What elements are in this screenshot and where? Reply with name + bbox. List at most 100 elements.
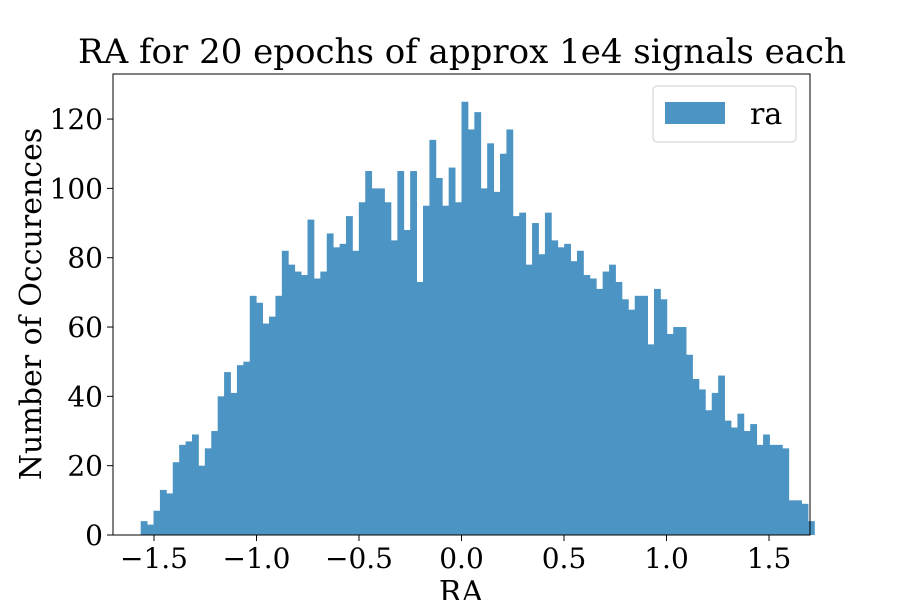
histogram-bar <box>532 223 539 536</box>
histogram-bar <box>487 143 494 535</box>
histogram-bar <box>596 288 604 535</box>
y-tick-label: 80 <box>67 242 103 275</box>
histogram-bar <box>763 434 770 535</box>
y-tick-label: 60 <box>67 311 103 344</box>
histogram-bar <box>583 275 591 535</box>
histogram-bar <box>788 500 796 535</box>
y-tick-label: 100 <box>50 172 103 205</box>
histogram-bar <box>724 420 732 535</box>
histogram-bar <box>301 275 308 535</box>
histogram-bar <box>172 462 180 535</box>
histogram-bar <box>339 243 347 535</box>
histogram-bar <box>589 278 597 535</box>
histogram-bar <box>647 344 655 535</box>
histogram-bar <box>666 333 674 535</box>
histogram-bar <box>641 295 648 535</box>
histogram-bar <box>634 295 642 535</box>
histogram-bar <box>204 448 212 535</box>
histogram-bar <box>750 424 758 535</box>
histogram-bar <box>474 112 482 535</box>
legend-label: ra <box>750 97 782 132</box>
histogram-bar <box>378 188 385 535</box>
histogram-bar <box>564 243 571 535</box>
histogram-bar <box>397 171 405 536</box>
histogram-bar <box>737 413 745 535</box>
histogram-bar <box>660 299 668 535</box>
histogram-bar <box>140 521 148 535</box>
histogram-bar <box>275 295 283 535</box>
histogram-bar <box>365 171 373 536</box>
histogram-bar <box>236 365 244 535</box>
histogram-bar <box>698 389 706 535</box>
histogram-bar <box>179 444 186 535</box>
histogram-bars <box>140 101 815 536</box>
y-axis-label: Number of Occurences <box>14 128 49 480</box>
chart-title: RA for 20 epochs of approx 1e4 signals e… <box>78 32 846 72</box>
legend-swatch <box>665 102 725 124</box>
histogram-bar <box>775 444 783 535</box>
histogram-bar <box>159 489 167 535</box>
histogram-bar <box>147 524 154 535</box>
histogram-bar <box>455 202 462 535</box>
histogram-bar <box>602 271 610 535</box>
histogram-bar <box>288 264 296 535</box>
histogram-bar <box>782 448 790 535</box>
histogram-bar <box>769 444 777 535</box>
y-tick-label: 0 <box>85 519 103 552</box>
x-tick-label: 0.0 <box>439 542 484 575</box>
histogram-bar <box>673 327 681 535</box>
histogram-bar <box>551 240 559 535</box>
histogram-bar <box>281 250 289 535</box>
legend: ra <box>652 85 797 143</box>
histogram-bar <box>313 278 321 535</box>
histogram-bar <box>621 299 629 535</box>
histogram-bar <box>557 247 565 535</box>
histogram-bar <box>711 392 719 535</box>
histogram-bar <box>615 281 623 535</box>
histogram-bar <box>256 302 263 535</box>
histogram-bar <box>435 177 443 536</box>
x-axis-ticks: −1.5 −1.0 −0.5 0.0 0.5 1.0 1.5 <box>120 535 791 575</box>
y-tick-label: 120 <box>50 103 103 136</box>
histogram-bar <box>500 153 507 535</box>
histogram-bar <box>493 191 501 535</box>
histogram-bar <box>346 216 353 536</box>
histogram-bar <box>519 212 527 535</box>
histogram-bar <box>577 250 584 535</box>
histogram-bar <box>718 375 725 535</box>
x-tick-label: −1.5 <box>120 542 188 575</box>
histogram-bar <box>679 327 687 535</box>
histogram-bar <box>442 205 450 535</box>
histogram-bar <box>461 101 469 535</box>
histogram-bar <box>211 431 219 535</box>
histogram-bar <box>525 264 533 535</box>
histogram-bar <box>217 396 225 535</box>
histogram-bar <box>410 171 417 536</box>
histogram-bar <box>371 188 379 535</box>
histogram-bar <box>512 216 520 536</box>
histogram-bar <box>807 521 815 535</box>
x-tick-label: −0.5 <box>325 542 393 575</box>
x-tick-label: 1.0 <box>644 542 689 575</box>
histogram-bar <box>705 410 713 535</box>
histogram-bar <box>609 264 616 535</box>
y-axis-ticks: 0 20 40 60 80 100 120 <box>50 103 113 552</box>
histogram-bar <box>326 233 334 535</box>
histogram-bar <box>448 167 456 535</box>
histogram-bar <box>333 247 340 535</box>
histogram-bar <box>416 281 424 535</box>
histogram-bar <box>320 271 328 535</box>
histogram-bar <box>538 254 546 536</box>
histogram-bar <box>692 379 700 535</box>
x-tick-label: 1.5 <box>747 542 792 575</box>
x-axis-label: RA <box>439 575 484 600</box>
histogram-bar <box>224 372 231 535</box>
histogram-bar <box>352 250 360 535</box>
histogram-bar <box>192 434 199 535</box>
histogram-bar <box>198 465 206 535</box>
histogram-bar <box>480 188 488 535</box>
y-tick-label: 40 <box>67 380 103 413</box>
histogram-bar <box>384 202 392 535</box>
histogram-bar <box>730 427 738 535</box>
x-tick-label: 0.5 <box>542 542 587 575</box>
